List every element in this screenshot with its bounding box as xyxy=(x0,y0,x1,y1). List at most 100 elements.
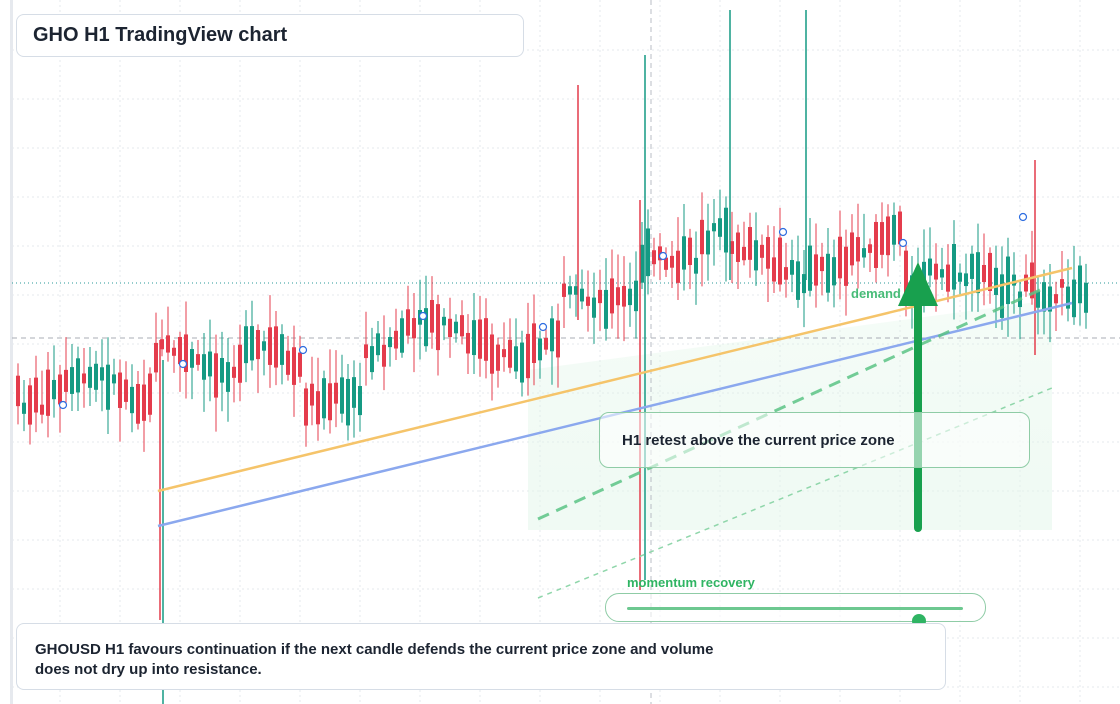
candle-body xyxy=(856,237,860,262)
candle-body xyxy=(610,278,614,314)
candle-body xyxy=(964,273,968,287)
caption-box: GHOUSD H1 favours continuation if the ne… xyxy=(16,623,946,690)
candle-body xyxy=(538,338,542,361)
candle-body xyxy=(868,244,872,253)
chart-title: GHO H1 TradingView chart xyxy=(33,24,288,46)
candle-body xyxy=(970,253,974,279)
candle-body xyxy=(82,373,86,384)
candle-body xyxy=(892,214,896,245)
candle-body xyxy=(706,230,710,255)
candle-body xyxy=(382,344,386,367)
candle-body xyxy=(598,289,602,304)
demand-zone-label: demand xyxy=(851,286,901,301)
candle-body xyxy=(850,232,854,266)
candle-body xyxy=(682,236,686,270)
candle-body xyxy=(808,245,812,291)
candle-body xyxy=(58,374,62,405)
candle-body xyxy=(94,363,98,390)
event-marker xyxy=(418,311,428,321)
candles[interactable] xyxy=(16,10,1088,704)
candle-body xyxy=(778,237,782,285)
candle-body xyxy=(574,286,578,295)
candle-body xyxy=(886,216,890,256)
candle-body xyxy=(196,354,200,365)
candle-body xyxy=(622,285,626,307)
candle-body xyxy=(184,334,188,372)
candle-body xyxy=(940,269,944,278)
candle-body xyxy=(1036,291,1040,308)
candle-body xyxy=(460,315,464,337)
momentum-slider-track[interactable] xyxy=(627,607,963,628)
candle-body xyxy=(796,261,800,300)
event-marker xyxy=(538,322,548,332)
candle-body xyxy=(724,207,728,253)
candle-body xyxy=(952,244,956,290)
candle-body xyxy=(934,263,938,280)
candle-body xyxy=(400,318,404,353)
candle-body xyxy=(328,383,332,421)
candle-body xyxy=(664,257,668,270)
candle-body xyxy=(316,391,320,425)
green-dashed-channel-upper[interactable] xyxy=(537,288,1041,521)
candle-body xyxy=(454,321,458,334)
candle-body xyxy=(556,320,560,358)
candle-body xyxy=(988,252,992,291)
candle-body xyxy=(304,388,308,426)
candle-body xyxy=(898,211,902,245)
candle-body xyxy=(1030,262,1034,299)
candle-body xyxy=(436,304,440,351)
candle-body xyxy=(928,258,932,276)
candle-body xyxy=(34,377,38,413)
candle-body xyxy=(526,333,530,379)
candle-body xyxy=(346,378,350,426)
candle-body xyxy=(40,404,44,415)
candle-body xyxy=(466,332,470,354)
candle-body xyxy=(532,323,536,364)
candle-body xyxy=(1084,282,1088,313)
event-marker xyxy=(778,227,788,237)
candle-body xyxy=(166,335,170,353)
candle-body xyxy=(124,379,128,402)
candle-body xyxy=(634,280,638,312)
candle-body xyxy=(70,367,74,394)
candle-body xyxy=(106,364,110,410)
candle-body xyxy=(406,309,410,336)
candle-body xyxy=(628,288,632,306)
candle-body xyxy=(766,237,770,269)
candle-body xyxy=(784,267,788,280)
candle-body xyxy=(562,283,566,297)
momentum-label: momentum recovery xyxy=(627,575,755,590)
candle-body xyxy=(604,289,608,329)
candle-body xyxy=(214,353,218,398)
candle-body xyxy=(676,250,680,283)
candle-body xyxy=(586,296,590,306)
candle-body xyxy=(820,256,824,272)
candle-body xyxy=(1054,294,1058,304)
event-marker xyxy=(178,359,188,369)
candle-body xyxy=(448,318,452,338)
candle-body xyxy=(154,342,158,373)
candle-body xyxy=(838,236,842,279)
momentum-slider[interactable] xyxy=(605,593,986,628)
candle-body xyxy=(670,255,674,268)
candle-body xyxy=(646,228,650,277)
candle-body xyxy=(640,244,644,283)
candle-body xyxy=(358,385,362,416)
candle-body xyxy=(130,386,134,414)
candle-body xyxy=(994,267,998,295)
candle-body xyxy=(496,344,500,371)
candle-body xyxy=(100,367,104,381)
candle-body xyxy=(208,351,212,377)
candle-body xyxy=(730,241,734,254)
caption-text: GHOUSD H1 favours continuation if the ne… xyxy=(35,641,714,678)
candle-body xyxy=(244,326,248,364)
candle-body xyxy=(904,250,908,298)
candle-body xyxy=(322,378,326,419)
candle-body xyxy=(142,384,146,421)
candle-body xyxy=(376,333,380,356)
candle-body xyxy=(1006,256,1010,305)
candle-body xyxy=(1078,265,1082,304)
candle-body xyxy=(202,354,206,380)
event-marker xyxy=(58,400,68,410)
